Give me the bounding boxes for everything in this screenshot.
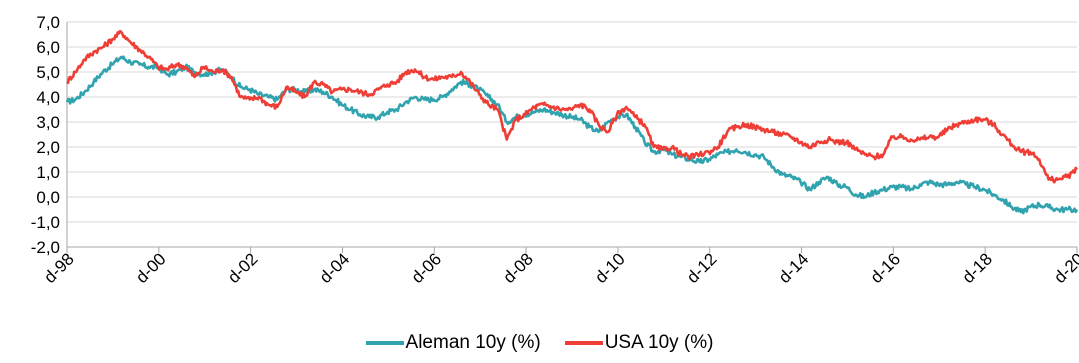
y-tick-label: 5,0 [36, 63, 60, 82]
y-tick-label: 0,0 [36, 188, 60, 207]
series-line-usa [66, 29, 1079, 184]
grid-lines [67, 21, 1077, 223]
x-tick-label: d-12 [683, 249, 720, 286]
y-tick-label: 7,0 [36, 13, 60, 32]
legend-label-usa: USA 10y (%) [604, 332, 714, 353]
legend-item-aleman: Aleman 10y (%) [365, 332, 541, 354]
y-tick-label: 3,0 [36, 113, 60, 132]
y-axis-ticks: 7,0 6,0 5,0 4,0 3,0 2,0 1,0 0,0 -1,0 -2,0 [31, 13, 60, 257]
legend-swatch-usa [564, 341, 603, 345]
axes [66, 22, 1078, 253]
x-tick-label: d-06 [408, 249, 445, 286]
legend-swatch-aleman [365, 341, 404, 345]
y-tick-label: -2,0 [31, 238, 60, 257]
legend-label-aleman: Aleman 10y (%) [405, 332, 541, 353]
series-lines [65, 29, 1079, 215]
legend-item-usa: USA 10y (%) [564, 332, 714, 354]
x-tick-label: d-10 [591, 249, 628, 286]
line-chart: 7,06,05,04,03,02,01,00,0-1,0-2,0 d-98 d-0… [31, 13, 1079, 287]
y-tick-label: -1,0 [31, 213, 60, 232]
x-tick-label: d-00 [132, 249, 169, 286]
y-tick-label: 2,0 [36, 138, 60, 157]
x-tick-label: d-16 [867, 249, 904, 286]
legend: Aleman 10y (%) USA 10y (%) [0, 328, 1079, 358]
y-tick-label: 4,0 [36, 88, 60, 107]
x-tick-label: d-14 [775, 249, 812, 286]
x-tick-label: d-04 [316, 249, 353, 286]
x-tick-label: d-02 [224, 249, 261, 286]
x-tick-label: d-08 [499, 249, 536, 286]
y-tick-label: 1,0 [36, 163, 60, 182]
x-tick-label: d-18 [959, 249, 996, 286]
y-tick-label: 6,0 [36, 38, 60, 57]
x-tick-label: d-20 [1050, 249, 1079, 286]
x-axis-ticks: d-98 d-00 d-02 d-04 d-06 d-08 d-10 d-12 d-14 d-16… [40, 249, 1079, 286]
